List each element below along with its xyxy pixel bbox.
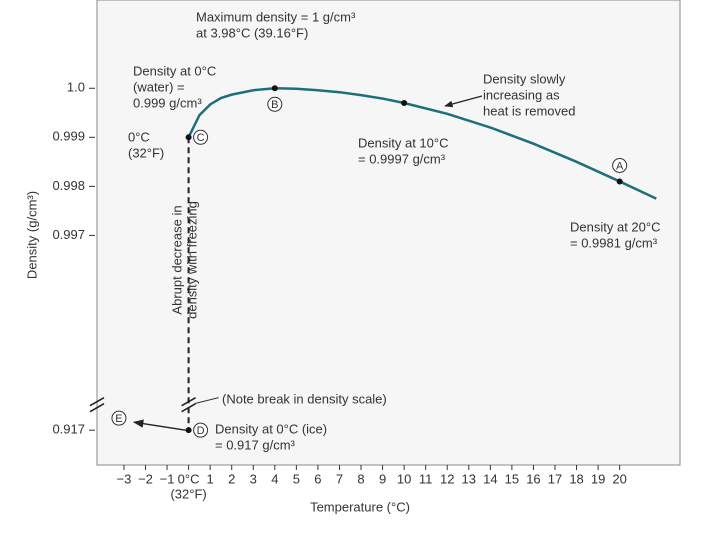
point-letter: A bbox=[616, 160, 624, 172]
leader bbox=[194, 397, 219, 405]
x-tick-label: 3 bbox=[250, 471, 257, 486]
x-tick-label: 18 bbox=[569, 471, 583, 486]
point-letter: E bbox=[115, 413, 122, 425]
x-tick-label: 17 bbox=[548, 471, 562, 486]
point bbox=[401, 99, 408, 106]
point-badge bbox=[612, 157, 628, 173]
annotation: Density at 0°C bbox=[133, 63, 216, 78]
x-tick-label: 4 bbox=[271, 471, 278, 486]
y-tick-label: 0.999 bbox=[52, 129, 85, 144]
annotation: heat is removed bbox=[483, 103, 576, 118]
break-mark bbox=[181, 397, 196, 407]
annotation: (Note break in density scale) bbox=[222, 391, 387, 406]
x-tick-label: 14 bbox=[483, 471, 497, 486]
point-letter: D bbox=[197, 425, 205, 437]
x-tick-label: 1 bbox=[207, 471, 214, 486]
point bbox=[185, 427, 192, 434]
y-tick-label: 0.997 bbox=[52, 227, 85, 242]
annotation: = 0.9997 g/cm³ bbox=[358, 151, 446, 166]
x-tick-label: 13 bbox=[462, 471, 476, 486]
x-tick-label: 15 bbox=[505, 471, 519, 486]
annotation: Maximum density = 1 g/cm³ bbox=[196, 9, 356, 24]
point-letter: C bbox=[197, 132, 205, 144]
annotation: = 0.9981 g/cm³ bbox=[570, 235, 658, 250]
heat-arrow bbox=[444, 95, 483, 108]
annotation: Density at 10°C bbox=[358, 135, 448, 150]
x-tick-label: 10 bbox=[397, 471, 411, 486]
annotation: Abrupt decrease in bbox=[169, 205, 184, 314]
annotation: increasing as bbox=[483, 87, 560, 102]
x-tick-label: −1 bbox=[160, 471, 175, 486]
x-tick-label: 7 bbox=[336, 471, 343, 486]
annotation: Density at 0°C (ice) bbox=[215, 421, 327, 436]
annotation: at 3.98°C (39.16°F) bbox=[196, 25, 308, 40]
annotation: = 0.917 g/cm³ bbox=[215, 437, 296, 452]
annotation: 0°C bbox=[128, 129, 150, 144]
y-axis-title: Density (g/cm³) bbox=[24, 191, 39, 279]
x-tick-label: 0°C bbox=[178, 471, 200, 486]
annotation: Density at 20°C bbox=[570, 219, 660, 234]
point bbox=[111, 410, 127, 426]
annotation: (32°F) bbox=[128, 145, 164, 160]
ice-arrow bbox=[132, 419, 186, 431]
x-tick-label: 12 bbox=[440, 471, 454, 486]
x-tick-label: 20 bbox=[612, 471, 626, 486]
x-tick-label: 16 bbox=[526, 471, 540, 486]
x-tick-label: 5 bbox=[293, 471, 300, 486]
annotation: 0.999 g/cm³ bbox=[133, 95, 202, 110]
x-tick-label: −2 bbox=[138, 471, 153, 486]
break-mark bbox=[89, 397, 105, 407]
y-tick-label: 1.0 bbox=[67, 80, 85, 95]
break-mark bbox=[89, 403, 105, 413]
annotation: Density slowly bbox=[483, 71, 566, 86]
annotation: density with freezing bbox=[184, 201, 199, 319]
x-tick-label: 8 bbox=[357, 471, 364, 486]
point-badge bbox=[267, 96, 283, 112]
annotation: (water) = bbox=[133, 79, 185, 94]
x-tick-label: 11 bbox=[419, 471, 433, 486]
x-tick-note: (32°F) bbox=[170, 486, 206, 501]
point bbox=[271, 85, 278, 92]
x-tick-label: 9 bbox=[379, 471, 386, 486]
plot-area bbox=[96, 0, 681, 466]
point-badge bbox=[193, 129, 209, 145]
x-tick-label: 19 bbox=[591, 471, 605, 486]
x-axis-title: Temperature (°C) bbox=[310, 499, 410, 514]
point-letter: B bbox=[271, 99, 278, 111]
x-tick-label: 2 bbox=[228, 471, 235, 486]
break-mark bbox=[181, 403, 196, 413]
point bbox=[185, 134, 192, 141]
y-tick-label: 0.998 bbox=[52, 178, 85, 193]
y-tick-label: 0.917 bbox=[52, 422, 85, 437]
point bbox=[616, 178, 623, 185]
x-tick-label: −3 bbox=[117, 471, 132, 486]
point-badge bbox=[193, 422, 209, 438]
density-curve bbox=[187, 87, 657, 200]
x-tick-label: 6 bbox=[314, 471, 321, 486]
